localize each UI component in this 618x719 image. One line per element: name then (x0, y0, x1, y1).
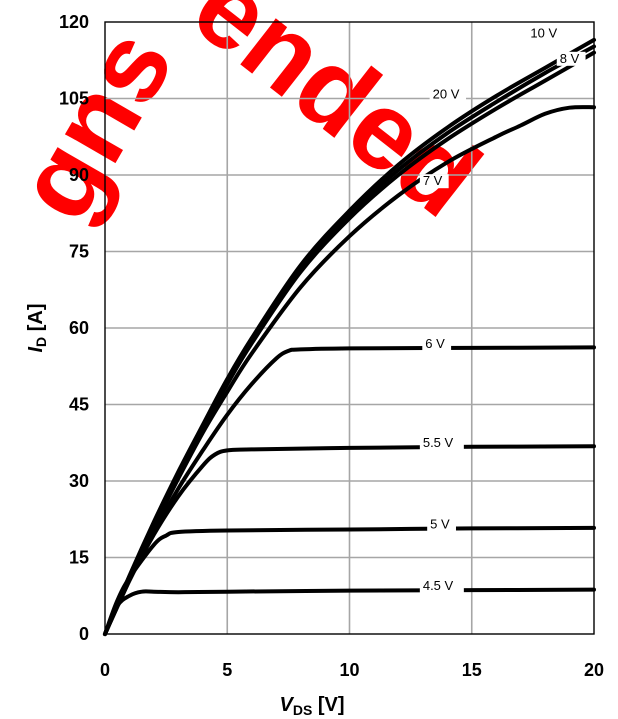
y-tick-label: 75 (69, 242, 89, 262)
curve-label: 7 V (423, 173, 443, 188)
curve-label: 5 V (430, 516, 450, 531)
curve-label: 10 V (530, 25, 557, 40)
curve-label: 20 V (433, 87, 460, 102)
curve-20v (103, 44, 596, 636)
grid (105, 22, 594, 634)
x-tick-label: 5 (222, 660, 232, 680)
curve-label-group: 5.5 V (419, 435, 464, 450)
y-axis-symbol: I (25, 347, 47, 353)
y-tick-label: 120 (59, 12, 89, 32)
y-tick-label: 105 (59, 89, 89, 109)
curve-label-background (527, 26, 564, 41)
curve-label-background (419, 435, 464, 450)
curve-label-background (419, 174, 449, 189)
curve-label-group: 4.5 V (419, 578, 464, 594)
watermark-text-2: ended (171, 0, 502, 240)
curve-label-background (427, 517, 456, 532)
x-axis-subscript: DS (293, 702, 312, 718)
plot-frame (104, 21, 595, 635)
tick-labels: 0 5 10 15 20 0 15 30 45 60 75 90 105 120 (59, 12, 604, 680)
curve-label-background (429, 87, 467, 102)
curve-6v (103, 345, 596, 636)
x-tick-label: 15 (462, 660, 482, 680)
curve-label-group: 7 V (419, 173, 449, 189)
curve-label: 5.5 V (423, 435, 454, 450)
curve-labels: 4.5 V 5 V 5.5 V 6 V 7 V 8 V10 V 20 V (419, 25, 586, 594)
curve-label-background (422, 336, 452, 351)
y-tick-label: 60 (69, 318, 89, 338)
curve-label-group: 20 V (429, 87, 467, 102)
x-tick-label: 0 (100, 660, 110, 680)
y-tick-label: 30 (69, 471, 89, 491)
x-tick-label: 10 (339, 660, 359, 680)
x-axis-symbol: V (279, 694, 294, 716)
curve-label-group: 8 V (556, 51, 586, 66)
curve-label: 8 V (560, 51, 580, 66)
y-tick-label: 15 (69, 548, 89, 568)
y-tick-label: 45 (69, 395, 89, 415)
y-tick-label: 90 (69, 165, 89, 185)
curve-label: 4.5 V (423, 578, 454, 593)
curve-label-group: 10 V (527, 25, 564, 41)
x-tick-label: 20 (584, 660, 604, 680)
x-axis-title: VDS [V] (279, 694, 344, 718)
watermark: gns ended (0, 0, 502, 240)
curve-label: 6 V (425, 336, 445, 351)
curve-label-background (556, 51, 586, 66)
curve-label-group: 5 V (427, 516, 456, 532)
curve-label-background (419, 579, 464, 594)
y-axis-subscript: D (33, 337, 49, 347)
y-axis-title: ID [A] (25, 303, 49, 352)
curve-label-group: 6 V (422, 336, 452, 351)
y-tick-label: 0 (79, 624, 89, 644)
watermark-text-1: gns (0, 9, 197, 240)
x-axis-unit: [V] (312, 694, 344, 716)
y-axis-unit: [A] (25, 303, 47, 336)
